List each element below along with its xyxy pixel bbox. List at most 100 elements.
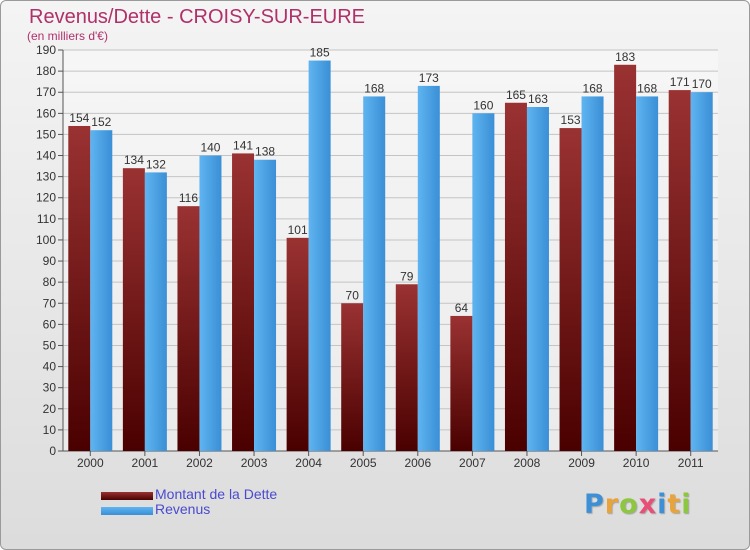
y-tick-label: 0 bbox=[49, 444, 56, 458]
plot-area bbox=[63, 50, 718, 451]
y-tick-label: 60 bbox=[43, 317, 57, 331]
y-tick-label: 70 bbox=[43, 296, 57, 310]
legend-swatch-dette bbox=[101, 492, 153, 500]
x-tick-label: 2006 bbox=[404, 456, 431, 470]
y-tick-label: 50 bbox=[43, 338, 57, 352]
y-tick-label: 130 bbox=[36, 170, 56, 184]
bar-dette bbox=[450, 315, 473, 451]
bar-revenus bbox=[526, 106, 549, 452]
data-label-revenus: 170 bbox=[692, 77, 712, 91]
y-tick-label: 90 bbox=[43, 254, 57, 268]
logo-letter: r bbox=[604, 489, 620, 520]
x-tick-label: 2007 bbox=[459, 456, 486, 470]
x-tick-label: 2011 bbox=[678, 456, 704, 470]
x-tick-label: 2005 bbox=[350, 456, 377, 470]
y-tick-label: 190 bbox=[36, 43, 56, 57]
y-tick-label: 100 bbox=[36, 233, 56, 247]
bar-dette bbox=[559, 128, 582, 451]
data-label-dette: 70 bbox=[346, 288, 360, 302]
y-tick-label: 180 bbox=[36, 64, 56, 78]
bar-dette bbox=[68, 125, 91, 452]
data-label-dette: 165 bbox=[506, 88, 526, 102]
data-label-revenus: 168 bbox=[637, 81, 657, 95]
data-label-revenus: 185 bbox=[310, 46, 330, 60]
bar-revenus bbox=[308, 60, 331, 451]
data-label-dette: 183 bbox=[615, 50, 635, 64]
bar-revenus bbox=[472, 113, 495, 451]
data-label-dette: 116 bbox=[179, 191, 198, 205]
data-label-revenus: 163 bbox=[528, 92, 548, 106]
bar-revenus bbox=[581, 96, 604, 451]
x-tick-label: 2004 bbox=[295, 456, 322, 470]
x-tick-label: 2001 bbox=[132, 456, 159, 470]
x-tick-label: 2000 bbox=[77, 456, 104, 470]
bar-dette bbox=[395, 284, 418, 451]
bar-dette bbox=[668, 90, 691, 451]
data-label-revenus: 138 bbox=[255, 145, 275, 159]
data-label-dette: 171 bbox=[670, 75, 690, 89]
bar-revenus bbox=[199, 155, 222, 452]
data-label-dette: 79 bbox=[400, 269, 414, 283]
data-label-revenus: 173 bbox=[419, 71, 439, 85]
data-label-dette: 134 bbox=[124, 153, 144, 167]
legend-swatch-revenus bbox=[101, 507, 153, 515]
y-tick-label: 10 bbox=[43, 423, 57, 437]
x-tick-label: 2010 bbox=[623, 456, 650, 470]
x-tick-label: 2009 bbox=[568, 456, 595, 470]
bar-dette bbox=[341, 303, 364, 451]
bars bbox=[68, 60, 713, 452]
data-label-revenus: 140 bbox=[200, 141, 220, 155]
bar-dette bbox=[177, 206, 200, 451]
y-tick-label: 40 bbox=[43, 360, 57, 374]
data-label-revenus: 168 bbox=[583, 81, 603, 95]
logo-letter: t bbox=[667, 489, 682, 520]
y-tick-label: 80 bbox=[43, 275, 57, 289]
logo-letter: P bbox=[584, 489, 605, 520]
y-tick-label: 150 bbox=[36, 127, 56, 141]
data-label-dette: 101 bbox=[288, 223, 308, 237]
bar-dette bbox=[232, 153, 255, 452]
bar-revenus bbox=[417, 85, 440, 452]
gridlines bbox=[63, 49, 718, 452]
y-tick-label: 120 bbox=[36, 191, 56, 205]
bar-dette bbox=[614, 64, 637, 451]
bar-revenus bbox=[144, 172, 167, 451]
x-tick-label: 2002 bbox=[186, 456, 213, 470]
chart-subtitle: (en milliers d'€) bbox=[27, 29, 108, 43]
data-label-dette: 153 bbox=[561, 113, 581, 127]
bar-dette bbox=[286, 237, 309, 451]
x-tick-label: 2003 bbox=[241, 456, 268, 470]
data-label-revenus: 152 bbox=[91, 115, 111, 129]
legend-label-dette: Montant de la Dette bbox=[155, 486, 278, 502]
y-tick-label: 110 bbox=[37, 212, 56, 226]
x-tick-label: 2008 bbox=[514, 456, 541, 470]
bar-revenus bbox=[636, 96, 659, 451]
y-tick-label: 20 bbox=[43, 402, 57, 416]
bar-dette bbox=[122, 168, 145, 452]
data-label-revenus: 132 bbox=[146, 157, 166, 171]
data-label-dette: 64 bbox=[455, 301, 469, 315]
chart-title: Revenus/Dette - CROISY-SUR-EURE bbox=[29, 6, 366, 28]
y-tick-label: 170 bbox=[36, 85, 56, 99]
legend-label-revenus: Revenus bbox=[155, 501, 211, 517]
bar-revenus bbox=[690, 92, 713, 452]
bar-revenus bbox=[254, 159, 277, 451]
data-label-dette: 141 bbox=[233, 138, 253, 152]
bar-revenus bbox=[363, 96, 386, 451]
data-label-revenus: 160 bbox=[473, 98, 493, 112]
logo-letter: o bbox=[619, 489, 639, 520]
data-label-revenus: 168 bbox=[364, 81, 384, 95]
data-labels: 154 152 134 132 116 140 141 138 101 185 70 168 79 173… bbox=[69, 46, 712, 315]
logo-letter: i bbox=[657, 489, 668, 520]
logo-letter: i bbox=[681, 489, 692, 520]
logo-letter: x bbox=[638, 489, 658, 520]
bar-dette bbox=[504, 102, 527, 452]
bar-revenus bbox=[90, 130, 113, 451]
proxiti-logo: Proxiti bbox=[584, 489, 692, 520]
y-tick-label: 160 bbox=[36, 106, 56, 120]
y-tick-label: 30 bbox=[43, 381, 57, 395]
axes: 0 10 20 30 40 50 60 70 80 90 100 110 120 130 140 150 160… bbox=[36, 43, 718, 470]
y-tick-label: 140 bbox=[36, 149, 56, 163]
